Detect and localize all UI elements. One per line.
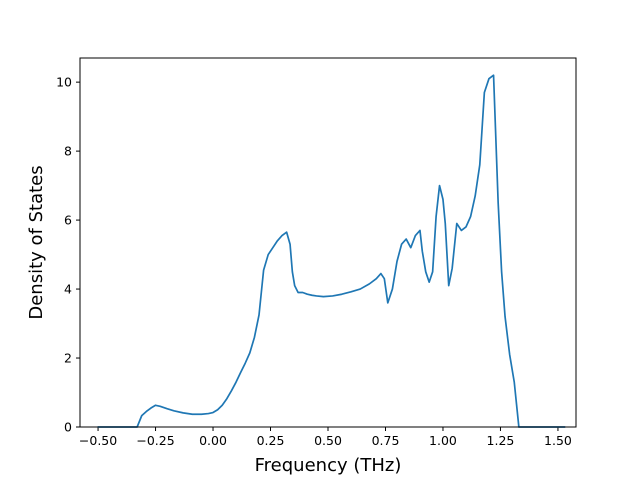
y-tick-label: 4 [64, 282, 72, 297]
y-tick-label: 6 [64, 213, 72, 228]
x-tick-label: −0.50 [79, 433, 117, 448]
y-axis-label: Density of States [26, 165, 47, 319]
series-layer [97, 74, 566, 428]
x-tick-label: 1.50 [544, 433, 572, 448]
series-line-0 [97, 74, 566, 428]
y-tick-label: 0 [64, 420, 72, 435]
x-tick-label: 0.25 [257, 433, 285, 448]
y-tick-label: 2 [64, 351, 72, 366]
y-axis-ticks: 0 2 4 6 8 10 [56, 75, 80, 435]
x-tick-label: 1.00 [429, 433, 457, 448]
x-axis-ticks: −0.50 −0.25 0.00 0.25 0.50 0.75 1.00 1.25 1.50 [79, 427, 572, 448]
x-tick-label: 0.50 [314, 433, 342, 448]
x-axis-label: Frequency (THz) [255, 455, 402, 476]
x-tick-label: −0.25 [136, 433, 174, 448]
x-tick-label: 0.00 [199, 433, 227, 448]
x-tick-label: 1.25 [487, 433, 515, 448]
y-tick-label: 10 [56, 75, 72, 90]
x-tick-label: 0.75 [372, 433, 400, 448]
y-tick-label: 8 [64, 144, 72, 159]
axes-frame [79, 57, 577, 428]
